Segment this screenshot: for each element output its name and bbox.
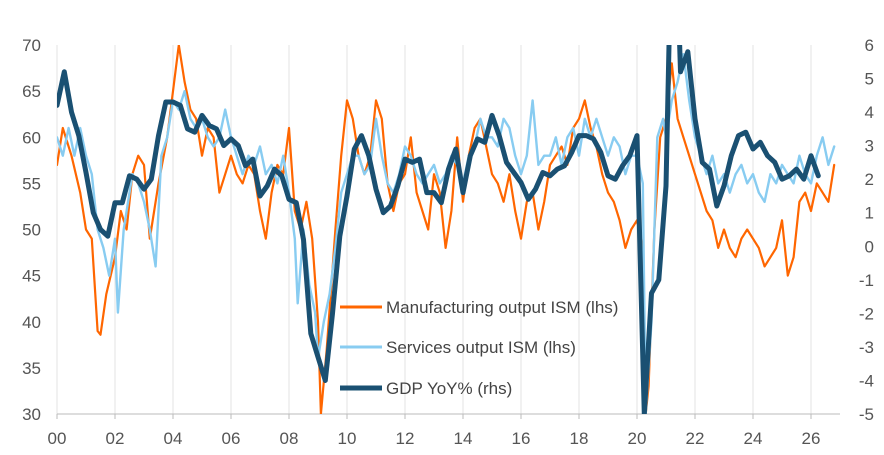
x-axis-ticks: 00 02 04 06 08 10 12 14 16 18 20 22 24 26 — [48, 414, 821, 448]
right-tick-label: -3 — [859, 338, 874, 357]
left-axis-ticks: 30 35 40 45 50 55 60 65 70 — [22, 36, 41, 424]
left-tick-label: 35 — [22, 359, 41, 378]
right-tick-label: 6 — [865, 36, 874, 55]
left-tick-label: 55 — [22, 174, 41, 193]
right-tick-label: -5 — [859, 405, 874, 424]
left-tick-label: 50 — [22, 221, 41, 240]
x-tick-label: 14 — [454, 429, 473, 448]
left-tick-label: 45 — [22, 267, 41, 286]
left-tick-label: 30 — [22, 405, 41, 424]
right-tick-label: -1 — [859, 271, 874, 290]
x-tick-label: 02 — [106, 429, 125, 448]
x-tick-label: 04 — [164, 429, 183, 448]
series-line-3 — [57, 45, 821, 414]
right-tick-label: 0 — [865, 237, 874, 256]
x-tick-label: 20 — [628, 429, 647, 448]
right-tick-label: 4 — [865, 103, 874, 122]
left-tick-label: 60 — [22, 128, 41, 147]
x-tick-label: 26 — [802, 429, 821, 448]
legend-label-2: Services output ISM (lhs) — [386, 338, 576, 357]
series-line-2 — [57, 53, 836, 414]
legend-label-3: GDP YoY% (rhs) — [386, 379, 512, 398]
right-tick-label: -2 — [859, 304, 874, 323]
x-tick-label: 24 — [744, 429, 763, 448]
legend-label-1: Manufacturing output ISM (lhs) — [386, 298, 618, 317]
left-tick-label: 40 — [22, 313, 41, 332]
right-axis-ticks: -5 -4 -3 -2 -1 0 1 2 3 4 5 6 — [859, 36, 874, 424]
left-tick-label: 70 — [22, 36, 41, 55]
x-tick-label: 22 — [686, 429, 705, 448]
x-tick-label: 00 — [48, 429, 67, 448]
right-tick-label: 2 — [865, 170, 874, 189]
legend: Manufacturing output ISM (lhs) Services o… — [340, 298, 618, 398]
right-tick-label: 3 — [865, 137, 874, 156]
x-tick-label: 18 — [570, 429, 589, 448]
x-tick-label: 10 — [338, 429, 357, 448]
x-tick-label: 16 — [512, 429, 531, 448]
x-tick-label: 08 — [280, 429, 299, 448]
right-tick-label: -4 — [859, 371, 874, 390]
x-tick-label: 12 — [396, 429, 415, 448]
series-lines — [57, 45, 836, 414]
right-tick-label: 1 — [865, 204, 874, 223]
left-tick-label: 65 — [22, 82, 41, 101]
x-tick-label: 06 — [222, 429, 241, 448]
right-tick-label: 5 — [865, 70, 874, 89]
